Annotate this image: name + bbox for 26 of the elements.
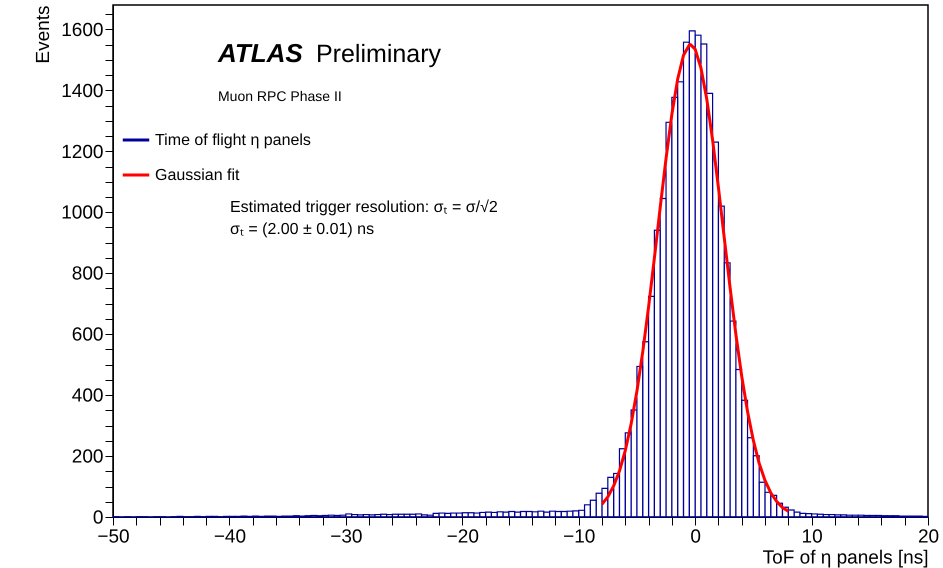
x-tick-label: −40 xyxy=(214,526,246,548)
annotation: ATLAS xyxy=(217,38,304,68)
annotation: Estimated trigger resolution: σₜ = σ/√2 xyxy=(230,199,498,216)
x-tick-label: 0 xyxy=(690,526,701,548)
y-tick-label: 0 xyxy=(92,508,104,528)
x-tick-label: −10 xyxy=(563,526,596,548)
y-tick-label: 1200 xyxy=(61,142,104,163)
y-tick-label: 1400 xyxy=(61,80,104,102)
annotation: Muon RPC Phase II xyxy=(218,88,342,104)
y-tick-label: 1600 xyxy=(61,20,104,41)
x-tick-label: −30 xyxy=(330,526,362,548)
x-tick-label: 10 xyxy=(802,526,823,548)
y-tick-label: 800 xyxy=(72,264,104,285)
y-tick-label: 1000 xyxy=(61,202,104,224)
x-tick-label: 20 xyxy=(918,526,940,548)
x-tick-label: −50 xyxy=(97,526,130,548)
annotation: Preliminary xyxy=(316,40,442,68)
annotation: σₜ = (2.00 ± 0.01) ns xyxy=(230,221,374,238)
y-tick-label: 600 xyxy=(72,324,104,346)
legend-label: Time of flight η panels xyxy=(155,132,311,149)
y-tick-label: 200 xyxy=(72,446,104,468)
x-axis-title: ToF of η panels [ns] xyxy=(762,548,928,568)
x-tick-label: −20 xyxy=(446,526,479,548)
legend-label: Gaussian fit xyxy=(155,167,240,184)
y-tick-label: 400 xyxy=(72,386,104,407)
y-axis-title: Events xyxy=(33,6,54,64)
